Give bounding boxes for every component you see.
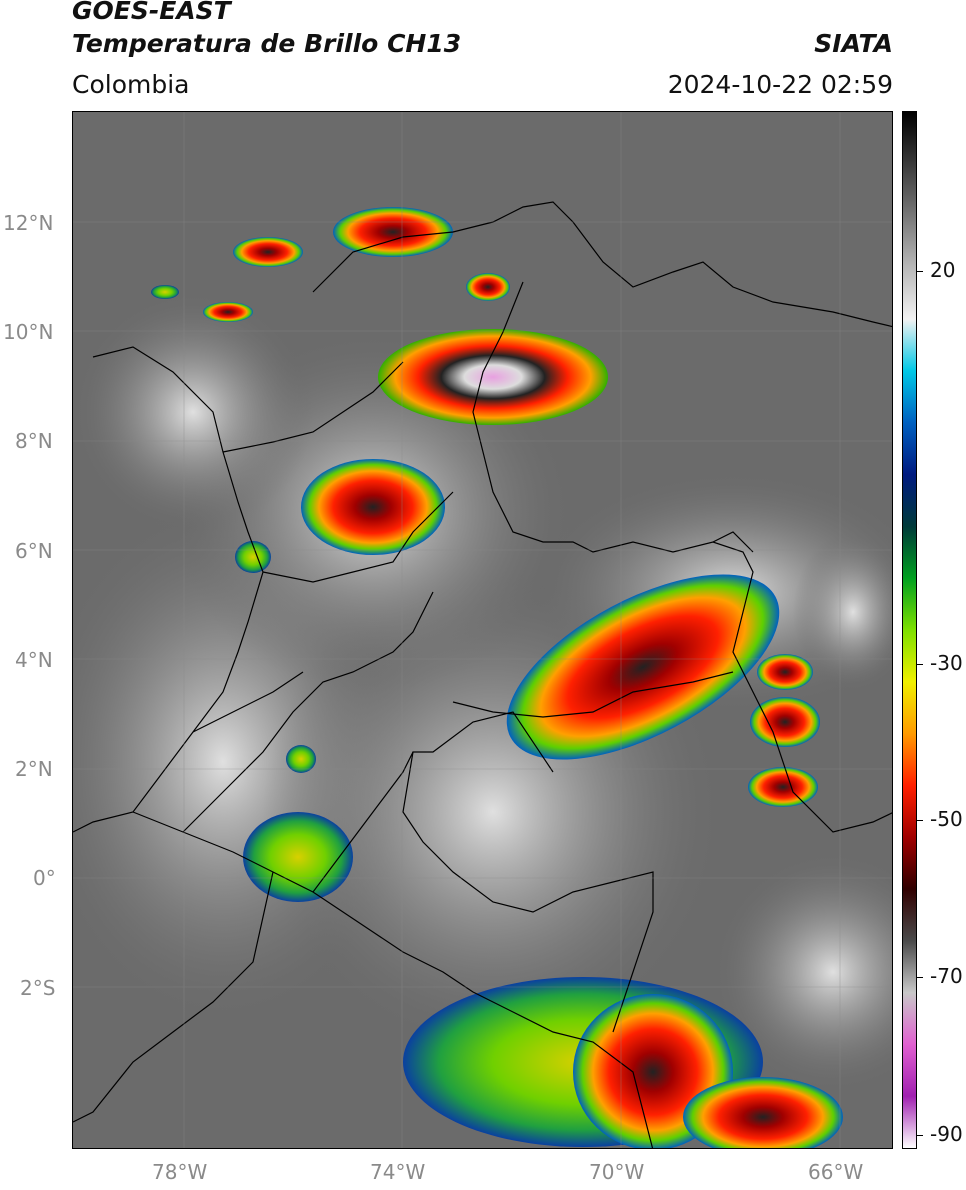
brand-label: SIATA (814, 29, 893, 58)
colorbar-tick (917, 1135, 923, 1136)
colorbar-tick (917, 664, 923, 665)
lat-label-2n: 2°N (15, 757, 53, 781)
colorbar-tick (917, 820, 923, 821)
colorbar-tick (917, 271, 923, 272)
product-subtitle: Temperatura de Brillo CH13 (72, 29, 462, 58)
datetime-label: 2024-10-22 02:59 (667, 70, 893, 99)
lat-label-0: 0° (33, 866, 56, 890)
product-title: GOES-EAST (72, 0, 231, 25)
colorbar-label-20: 20 (930, 258, 956, 282)
colorbar-label-neg70: -70 (930, 964, 963, 988)
lon-label-74w: 74°W (370, 1160, 426, 1184)
colorbar-tick (917, 977, 923, 978)
lat-label-10n: 10°N (3, 320, 54, 344)
colorbar-label-neg90: -90 (930, 1122, 963, 1146)
colorbar-label-neg50: -50 (930, 807, 963, 831)
map-svg (73, 112, 892, 1148)
colorbar-label-neg30: -30 (930, 651, 963, 675)
lon-label-70w: 70°W (589, 1160, 645, 1184)
lon-label-78w: 78°W (152, 1160, 208, 1184)
colorbar (902, 111, 917, 1149)
satellite-map (72, 111, 893, 1149)
region-label: Colombia (72, 70, 190, 99)
lat-label-6n: 6°N (15, 539, 53, 563)
lat-label-8n: 8°N (15, 429, 53, 453)
lon-label-66w: 66°W (808, 1160, 864, 1184)
lat-label-12n: 12°N (3, 211, 54, 235)
lat-label-4n: 4°N (15, 648, 53, 672)
lat-label-2s: 2°S (20, 976, 56, 1000)
